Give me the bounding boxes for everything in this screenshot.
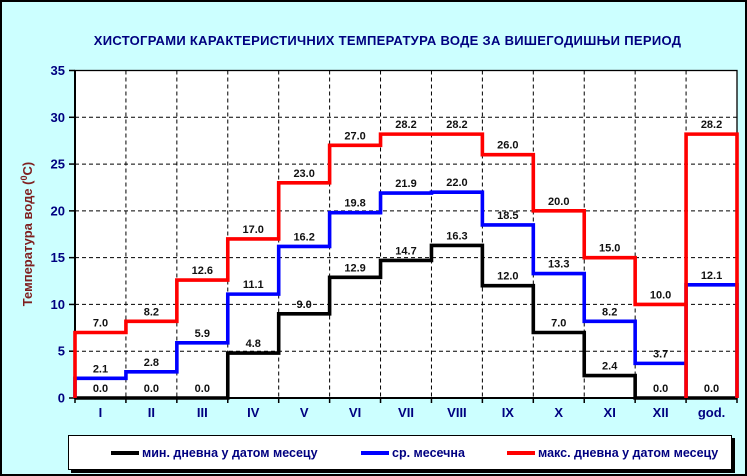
legend-line-sample-mean (361, 450, 389, 455)
legend-item-max: макс. дневна у датом месецу (507, 436, 718, 469)
x-category-label: V (300, 405, 309, 420)
legend-label-min: мин. дневна у датом месецу (142, 445, 318, 460)
value-label: 12.6 (192, 265, 213, 277)
y-tick-label: 0 (58, 391, 65, 406)
value-label: 13.3 (548, 259, 569, 271)
value-label: 28.2 (446, 119, 467, 131)
value-label: 8.2 (602, 306, 617, 318)
value-label: 20.0 (548, 196, 569, 208)
value-label: 12.1 (701, 270, 722, 282)
value-label: 27.0 (344, 130, 365, 142)
value-label: 0.0 (144, 383, 159, 395)
series-line-0 (75, 243, 737, 400)
x-category-label: IV (247, 405, 260, 420)
value-label: 10.0 (650, 289, 671, 301)
x-category-label: VI (349, 405, 361, 420)
value-label: 17.0 (243, 224, 264, 236)
value-label: 5.9 (195, 328, 210, 340)
legend-line-sample-max (507, 450, 535, 455)
x-category-label: III (197, 405, 208, 420)
x-category-label: god. (698, 405, 725, 420)
y-tick-label: 25 (51, 157, 65, 172)
series-line-2 (73, 132, 739, 398)
y-tick-label: 30 (51, 110, 65, 125)
chart-title: ХИСТОГРАМИ КАРАКТЕРИСТИЧНИХ ТЕМПЕРАТУРА … (93, 33, 682, 48)
x-category-label: XII (653, 405, 669, 420)
legend-line-sample-min (111, 450, 139, 455)
x-category-label: XI (604, 405, 616, 420)
value-label: 26.0 (497, 140, 518, 152)
value-label: 21.9 (395, 178, 416, 190)
legend-item-min: мин. дневна у датом месецу (111, 436, 318, 469)
x-category-label: II (148, 405, 155, 420)
value-label: 16.3 (446, 230, 467, 242)
value-label: 19.8 (344, 198, 365, 210)
value-label: 2.8 (144, 357, 159, 369)
value-label: 7.0 (93, 318, 108, 330)
legend: мин. дневна у датом месецу ср. месечна м… (68, 435, 732, 470)
x-category-label: VII (398, 405, 414, 420)
value-label: 28.2 (395, 119, 416, 131)
legend-label-mean: ср. месечна (392, 445, 465, 460)
value-label: 0.0 (704, 383, 719, 395)
x-category-label: X (554, 405, 563, 420)
value-label: 4.8 (246, 338, 261, 350)
y-tick-label: 20 (51, 203, 65, 218)
value-label: 7.0 (551, 318, 566, 330)
value-label: 0.0 (195, 383, 210, 395)
value-label: 8.2 (144, 306, 159, 318)
value-label: 11.1 (243, 279, 264, 291)
y-tick-label: 35 (51, 63, 65, 78)
value-label: 18.5 (497, 210, 518, 222)
y-tick-label: 5 (58, 344, 65, 359)
value-label: 9.0 (297, 299, 312, 311)
value-label: 15.0 (599, 243, 620, 255)
x-category-label: VIII (447, 405, 467, 420)
value-label: 12.0 (497, 271, 518, 283)
value-label: 14.7 (395, 245, 416, 257)
value-label: 2.1 (93, 363, 108, 375)
value-label: 3.7 (653, 348, 668, 360)
value-label: 0.0 (653, 383, 668, 395)
x-category-label: IX (502, 405, 515, 420)
value-label: 22.0 (446, 177, 467, 189)
y-tick-label: 10 (51, 297, 65, 312)
legend-label-max: макс. дневна у датом месецу (538, 445, 719, 460)
value-label: 12.9 (344, 262, 365, 274)
value-label: 0.0 (93, 383, 108, 395)
value-label: 2.4 (602, 361, 618, 373)
value-label: 16.2 (293, 231, 314, 243)
value-label: 23.0 (293, 168, 314, 180)
x-category-label: I (99, 405, 103, 420)
y-tick-label: 15 (51, 250, 65, 265)
value-label: 28.2 (701, 119, 722, 131)
legend-item-mean: ср. месечна (361, 436, 465, 469)
